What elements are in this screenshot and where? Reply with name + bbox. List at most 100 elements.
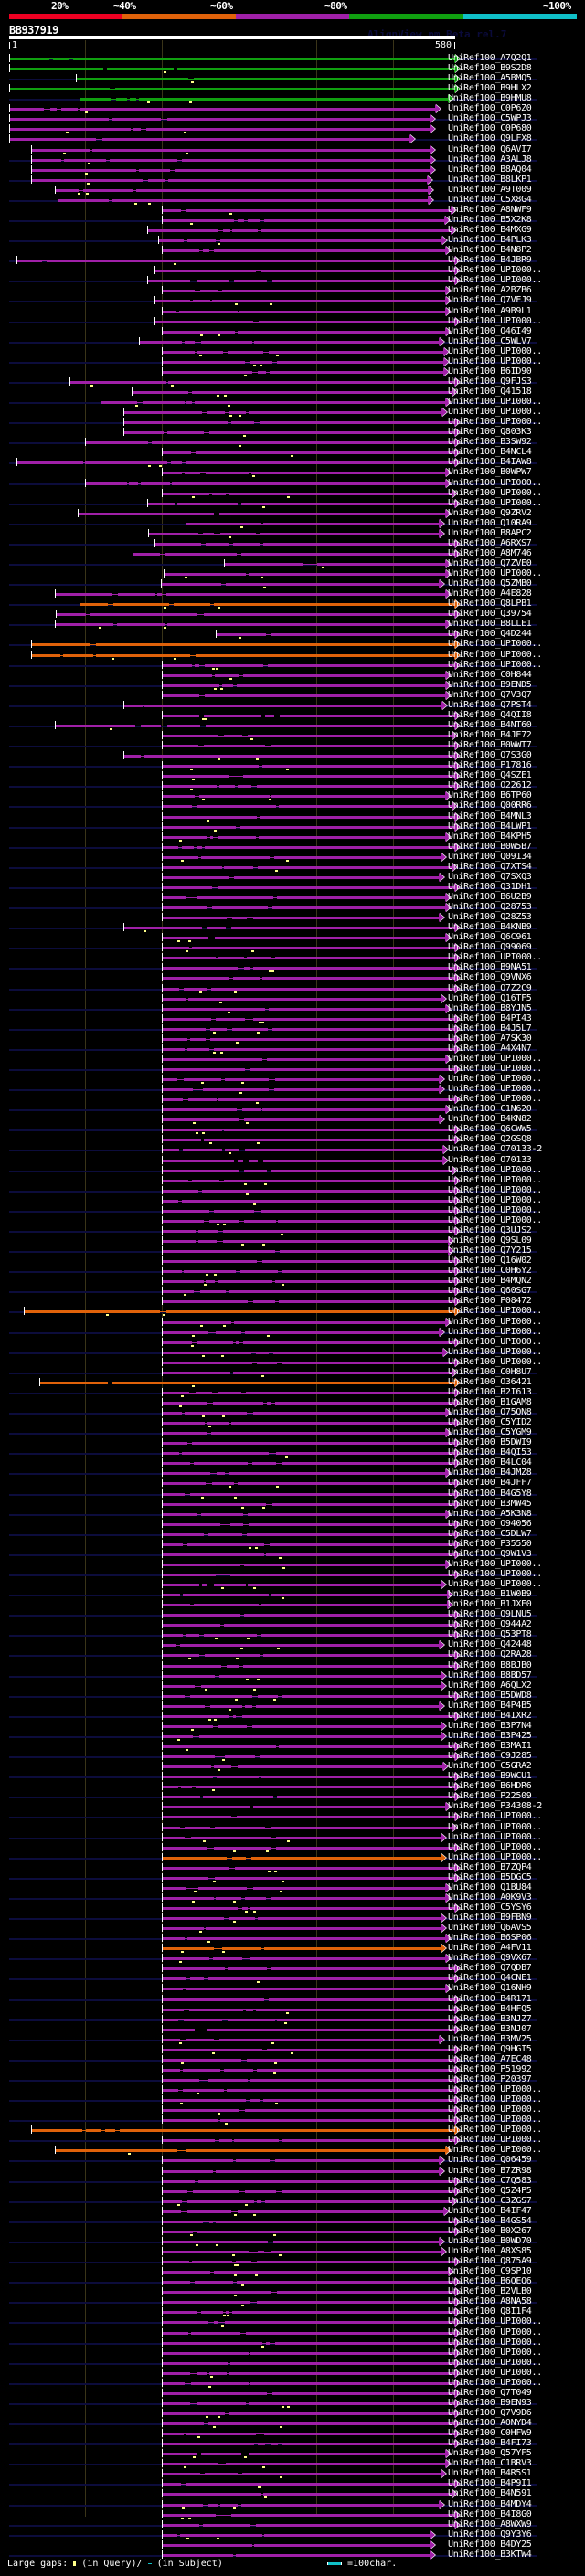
hit-row[interactable]: UniRef100_B0WPW7 — [0, 467, 585, 478]
hit-label[interactable]: UniRef100_B1JXE0 — [448, 1599, 532, 1609]
hit-row[interactable]: UniRef100_Q6AVS5 — [0, 1923, 585, 1934]
hit-row[interactable]: UniRef100_B7ZR98 — [0, 2166, 585, 2177]
hit-label[interactable]: UniRef100_Q16TF5 — [448, 993, 532, 1003]
hit-label[interactable]: UniRef100_C0HFW9 — [448, 2428, 532, 2438]
hit-label[interactable]: UniRef100_Q9HGI5 — [448, 2044, 532, 2054]
hit-label[interactable]: UniRef100_UPI000.. — [448, 1832, 542, 1842]
hit-row[interactable]: UniRef100_B3MAI1 — [0, 1741, 585, 1752]
hit-row[interactable]: UniRef100_Q16NH9 — [0, 1983, 585, 1994]
hit-row[interactable]: UniRef100_P20397 — [0, 2074, 585, 2085]
hit-label[interactable]: UniRef100_UPI000.. — [448, 2094, 542, 2104]
hit-label[interactable]: UniRef100_Q7V3Q7 — [448, 690, 532, 700]
hit-row[interactable]: UniRef100_B8BJB0 — [0, 1660, 585, 1671]
hit-row[interactable]: UniRef100_B4JBR9 — [0, 255, 585, 266]
hit-label[interactable]: UniRef100_B6QEQ6 — [448, 2276, 532, 2286]
hit-row[interactable]: UniRef100_UPI000.. — [0, 1084, 585, 1095]
hit-label[interactable]: UniRef100_Q39754 — [448, 609, 532, 619]
hit-row[interactable]: UniRef100_Q5ZMB0 — [0, 578, 585, 589]
hit-row[interactable]: UniRef100_UPI000.. — [0, 1357, 585, 1368]
hit-row[interactable]: UniRef100_B4MDY4 — [0, 2499, 585, 2510]
hit-row[interactable]: UniRef100_UPI000.. — [0, 1175, 585, 1186]
hit-row[interactable]: UniRef100_B4FI73 — [0, 2438, 585, 2449]
hit-row[interactable]: UniRef100_C0H8U7 — [0, 1367, 585, 1378]
hit-label[interactable]: UniRef100_Q9FJS3 — [448, 376, 532, 387]
hit-row[interactable]: UniRef100_UPI000.. — [0, 1185, 585, 1196]
hit-label[interactable]: UniRef100_UPI000.. — [448, 397, 542, 407]
hit-label[interactable]: UniRef100_B4R5S1 — [448, 2468, 532, 2478]
hit-label[interactable]: UniRef100_B2I613 — [448, 1387, 532, 1397]
hit-label[interactable]: UniRef100_A4E828 — [448, 588, 532, 599]
hit-row[interactable]: UniRef100_B4P4B5 — [0, 1701, 585, 1712]
hit-row[interactable]: UniRef100_Q7XTS4 — [0, 862, 585, 873]
hit-label[interactable]: UniRef100_B9S2D8 — [448, 63, 532, 73]
hit-row[interactable]: UniRef100_Q6AVI7 — [0, 144, 585, 155]
hit-row[interactable]: UniRef100_A5K3N8 — [0, 1509, 585, 1520]
hit-row[interactable]: UniRef100_B4N8P2 — [0, 245, 585, 256]
hit-row[interactable]: UniRef100_B6U2B9 — [0, 892, 585, 903]
hit-label[interactable]: UniRef100_C1BRV3 — [448, 2458, 532, 2468]
hit-label[interactable]: UniRef100_C3ZGS7 — [448, 2196, 532, 2206]
hit-label[interactable]: UniRef100_Q9ZRV2 — [448, 508, 532, 518]
hit-label[interactable]: UniRef100_Q60SG7 — [448, 1286, 532, 1296]
hit-label[interactable]: UniRef100_Q6CWW5 — [448, 1124, 532, 1134]
hit-label[interactable]: UniRef100_UPI000.. — [448, 1205, 542, 1215]
hit-row[interactable]: UniRef100_Q7S3G0 — [0, 750, 585, 761]
hit-label[interactable]: UniRef100_Q8LPB1 — [448, 599, 532, 609]
hit-label[interactable]: UniRef100_Q28753 — [448, 902, 532, 912]
hit-row[interactable]: UniRef100_B3NJ07 — [0, 2024, 585, 2035]
hit-row[interactable]: UniRef100_B4JE72 — [0, 730, 585, 741]
hit-label[interactable]: UniRef100_Q00RR6 — [448, 800, 532, 811]
hit-label[interactable]: UniRef100_C5YSY6 — [448, 1903, 532, 1913]
hit-label[interactable]: UniRef100_B4QI53 — [448, 1447, 532, 1458]
hit-label[interactable]: UniRef100_Q06459 — [448, 2155, 532, 2165]
hit-row[interactable]: UniRef100_B6TP60 — [0, 790, 585, 801]
hit-label[interactable]: UniRef100_O94056 — [448, 1519, 532, 1529]
hit-label[interactable]: UniRef100_P34308-2 — [448, 1801, 542, 1811]
hit-row[interactable]: UniRef100_C0H6Y2 — [0, 1266, 585, 1277]
hit-label[interactable]: UniRef100_B4PLK3 — [448, 235, 532, 245]
hit-label[interactable]: UniRef100_UPI000.. — [448, 2316, 542, 2327]
hit-label[interactable]: UniRef100_B3SW92 — [448, 437, 532, 447]
hit-label[interactable]: UniRef100_C5GRA2 — [448, 1761, 532, 1771]
hit-label[interactable]: UniRef100_UPI000.. — [448, 1357, 542, 1367]
hit-row[interactable]: UniRef100_C3ZGS7 — [0, 2196, 585, 2207]
hit-label[interactable]: UniRef100_C0H6Y2 — [448, 1266, 532, 1276]
hit-label[interactable]: UniRef100_B6U2B9 — [448, 892, 532, 902]
hit-label[interactable]: UniRef100_B0W5B7 — [448, 842, 532, 852]
hit-row[interactable]: UniRef100_UPI000.. — [0, 2327, 585, 2338]
hit-label[interactable]: UniRef100_Q1BU84 — [448, 1882, 532, 1892]
hit-row[interactable]: UniRef100_B4J5L7 — [0, 1023, 585, 1034]
hit-row[interactable]: UniRef100_Q7PST4 — [0, 700, 585, 711]
hit-label[interactable]: UniRef100_UPI000.. — [448, 1811, 542, 1821]
hit-label[interactable]: UniRef100_B8APC2 — [448, 528, 532, 538]
hit-row[interactable]: UniRef100_A8M746 — [0, 548, 585, 559]
hit-row[interactable]: UniRef100_Q7VEJ9 — [0, 295, 585, 306]
hit-row[interactable]: UniRef100_UPI000.. — [0, 1569, 585, 1580]
hit-row[interactable]: UniRef100_C0P680 — [0, 123, 585, 134]
hit-label[interactable]: UniRef100_Q7S3G0 — [448, 750, 532, 760]
hit-row[interactable]: UniRef100_B9S2D8 — [0, 63, 585, 74]
hit-row[interactable]: UniRef100_UPI000.. — [0, 2348, 585, 2359]
hit-label[interactable]: UniRef100_UPI000.. — [448, 650, 542, 660]
hit-row[interactable]: UniRef100_B4KNB9 — [0, 922, 585, 933]
hit-label[interactable]: UniRef100_Q16NH9 — [448, 1983, 532, 1993]
hit-row[interactable]: UniRef100_Q9FJS3 — [0, 376, 585, 387]
hit-row[interactable]: UniRef100_B4IXR2 — [0, 1711, 585, 1722]
hit-label[interactable]: UniRef100_B4MXG9 — [448, 225, 532, 235]
hit-label[interactable]: UniRef100_B4JE72 — [448, 730, 532, 740]
hit-row[interactable]: UniRef100_B4LWP1 — [0, 822, 585, 832]
hit-label[interactable]: UniRef100_UPI000.. — [448, 1215, 542, 1225]
hit-label[interactable]: UniRef100_B3MAI1 — [448, 1741, 532, 1751]
hit-label[interactable]: UniRef100_B9WCU1 — [448, 1771, 532, 1781]
hit-label[interactable]: UniRef100_UPI000.. — [448, 2368, 542, 2378]
hit-label[interactable]: UniRef100_C0H8U7 — [448, 1367, 532, 1377]
hit-row[interactable]: UniRef100_B5DWI9 — [0, 1437, 585, 1448]
hit-label[interactable]: UniRef100_C9J285 — [448, 1751, 532, 1761]
hit-row[interactable]: UniRef100_B9FBN9 — [0, 1913, 585, 1924]
hit-label[interactable]: UniRef100_Q9SL09 — [448, 1235, 532, 1246]
hit-row[interactable]: UniRef100_C7Q583 — [0, 2176, 585, 2187]
hit-row[interactable]: UniRef100_UPI000.. — [0, 2378, 585, 2389]
hit-label[interactable]: UniRef100_B4MDY4 — [448, 2499, 532, 2509]
hit-label[interactable]: UniRef100_UPI000.. — [448, 1842, 542, 1852]
hit-label[interactable]: UniRef100_UPI000.. — [448, 952, 542, 962]
